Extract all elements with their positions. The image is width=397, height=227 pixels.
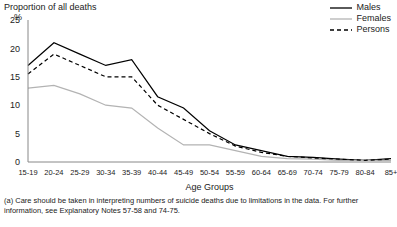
svg-text:50-54: 50-54 [200,168,219,177]
svg-text:85+: 85+ [385,168,397,177]
svg-text:60-64: 60-64 [252,168,271,177]
html-text:Persons: Persons [356,24,390,34]
svg-text:80-84: 80-84 [355,168,374,177]
svg-text:15-19: 15-19 [18,168,37,177]
html-text:Males: Males [356,2,381,12]
svg-text:Age Groups: Age Groups [185,182,234,192]
svg-text:70-74: 70-74 [304,168,323,177]
svg-text:35-39: 35-39 [122,168,141,177]
svg-text:65-69: 65-69 [278,168,297,177]
html-text:Proportion of all deaths: Proportion of all deaths [4,2,97,12]
svg-text:0: 0 [15,157,20,167]
svg-text:45-49: 45-49 [174,168,193,177]
svg-text:20: 20 [10,44,20,54]
html-text:Females: Females [356,13,391,23]
svg-text:25-29: 25-29 [70,168,89,177]
svg-text:40-44: 40-44 [148,168,167,177]
svg-text:30-34: 30-34 [96,168,115,177]
svg-text:10: 10 [10,100,20,110]
svg-text:15: 15 [10,72,20,82]
svg-text:25: 25 [10,15,20,25]
svg-text:55-59: 55-59 [226,168,245,177]
svg-text:75-79: 75-79 [330,168,349,177]
svg-text:20-24: 20-24 [44,168,63,177]
svg-text:5: 5 [15,129,20,139]
html-text:(a) Care should be taken in in: (a) Care should be taken in interpreting… [4,196,359,215]
